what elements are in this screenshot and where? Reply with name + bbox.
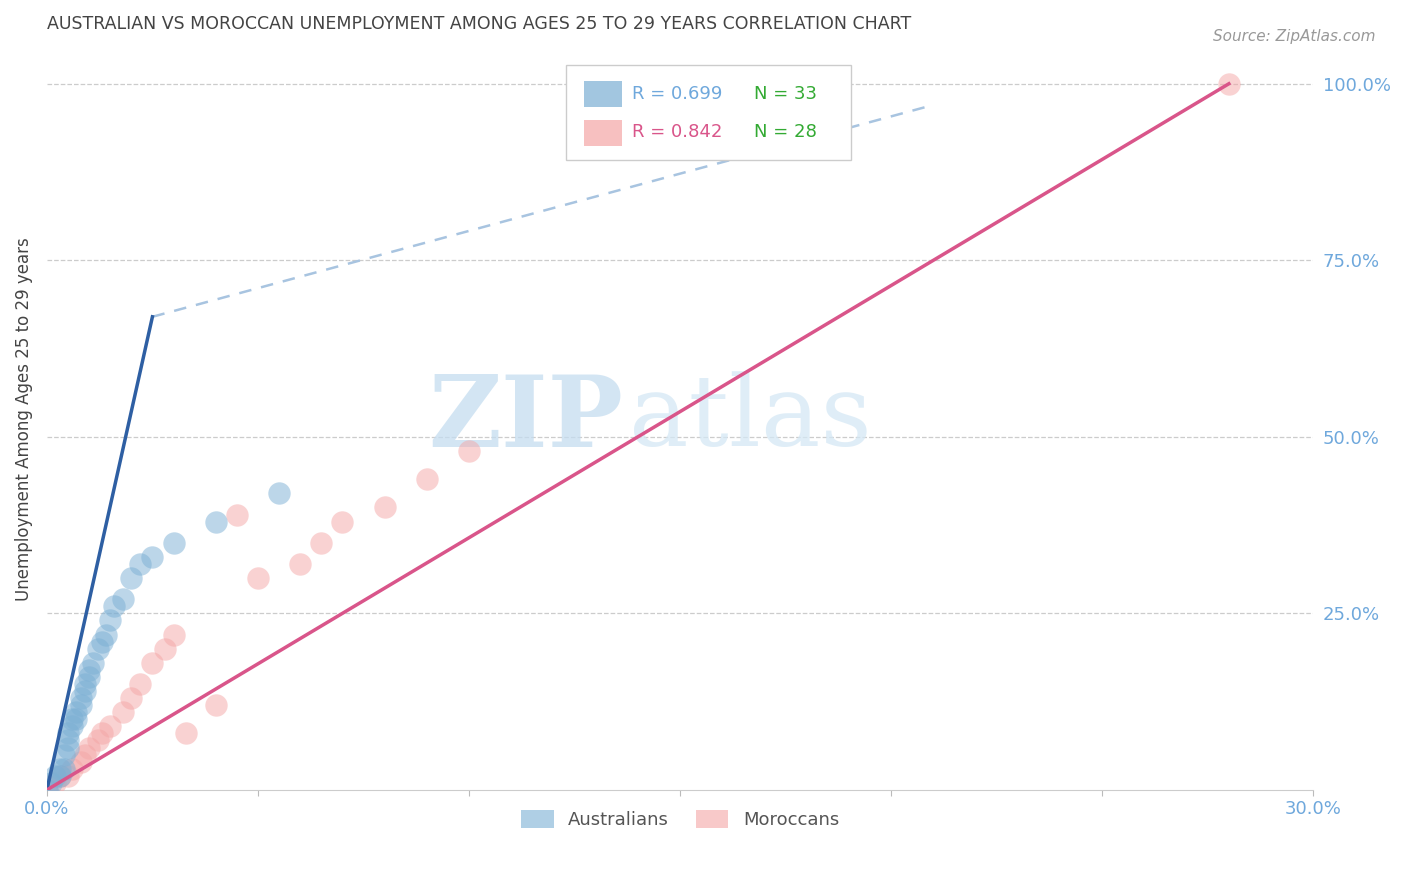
Text: Source: ZipAtlas.com: Source: ZipAtlas.com	[1212, 29, 1375, 44]
Point	[69, 755, 91, 769]
Text: atlas: atlas	[630, 371, 872, 467]
Point	[162, 627, 184, 641]
Text: N = 33: N = 33	[754, 85, 817, 103]
Point	[98, 614, 121, 628]
Point	[56, 733, 79, 747]
Point	[86, 641, 108, 656]
Point	[60, 762, 83, 776]
Point	[56, 726, 79, 740]
FancyBboxPatch shape	[567, 65, 851, 160]
Point	[288, 557, 311, 571]
Point	[60, 712, 83, 726]
Text: ZIP: ZIP	[429, 371, 623, 467]
Point	[204, 515, 226, 529]
Text: AUSTRALIAN VS MOROCCAN UNEMPLOYMENT AMONG AGES 25 TO 29 YEARS CORRELATION CHART: AUSTRALIAN VS MOROCCAN UNEMPLOYMENT AMON…	[46, 15, 911, 33]
Point	[82, 656, 104, 670]
Point	[52, 747, 75, 762]
Point	[374, 500, 396, 515]
Point	[48, 769, 70, 783]
Point	[128, 677, 150, 691]
Point	[1218, 77, 1240, 91]
Point	[56, 769, 79, 783]
Point	[128, 557, 150, 571]
Point	[332, 515, 354, 529]
Point	[153, 641, 176, 656]
Point	[120, 691, 142, 706]
Y-axis label: Unemployment Among Ages 25 to 29 years: Unemployment Among Ages 25 to 29 years	[15, 237, 32, 601]
Point	[416, 472, 439, 486]
Point	[48, 762, 70, 776]
Point	[204, 698, 226, 713]
Point	[111, 705, 134, 719]
Legend: Australians, Moroccans: Australians, Moroccans	[513, 803, 846, 837]
Point	[44, 776, 66, 790]
Text: R = 0.699: R = 0.699	[631, 85, 723, 103]
FancyBboxPatch shape	[583, 120, 621, 145]
Point	[103, 599, 125, 614]
Point	[56, 740, 79, 755]
Point	[90, 726, 112, 740]
Point	[65, 705, 87, 719]
Point	[73, 677, 96, 691]
Point	[73, 684, 96, 698]
Point	[246, 571, 269, 585]
Point	[86, 733, 108, 747]
Point	[141, 549, 163, 564]
Point	[174, 726, 197, 740]
Point	[65, 712, 87, 726]
Point	[60, 719, 83, 733]
Point	[162, 535, 184, 549]
FancyBboxPatch shape	[583, 81, 621, 107]
Point	[225, 508, 247, 522]
Point	[90, 634, 112, 648]
Point	[35, 783, 58, 797]
Point	[48, 769, 70, 783]
Text: R = 0.842: R = 0.842	[631, 123, 723, 141]
Point	[267, 486, 290, 500]
Point	[141, 656, 163, 670]
Point	[73, 747, 96, 762]
Point	[69, 691, 91, 706]
Text: N = 28: N = 28	[754, 123, 817, 141]
Point	[111, 592, 134, 607]
Point	[77, 663, 100, 677]
Point	[94, 627, 117, 641]
Point	[39, 776, 62, 790]
Point	[35, 783, 58, 797]
Point	[77, 670, 100, 684]
Point	[44, 769, 66, 783]
Point	[458, 444, 481, 458]
Point	[69, 698, 91, 713]
Point	[77, 740, 100, 755]
Point	[98, 719, 121, 733]
Point	[120, 571, 142, 585]
Point	[52, 762, 75, 776]
Point	[311, 535, 333, 549]
